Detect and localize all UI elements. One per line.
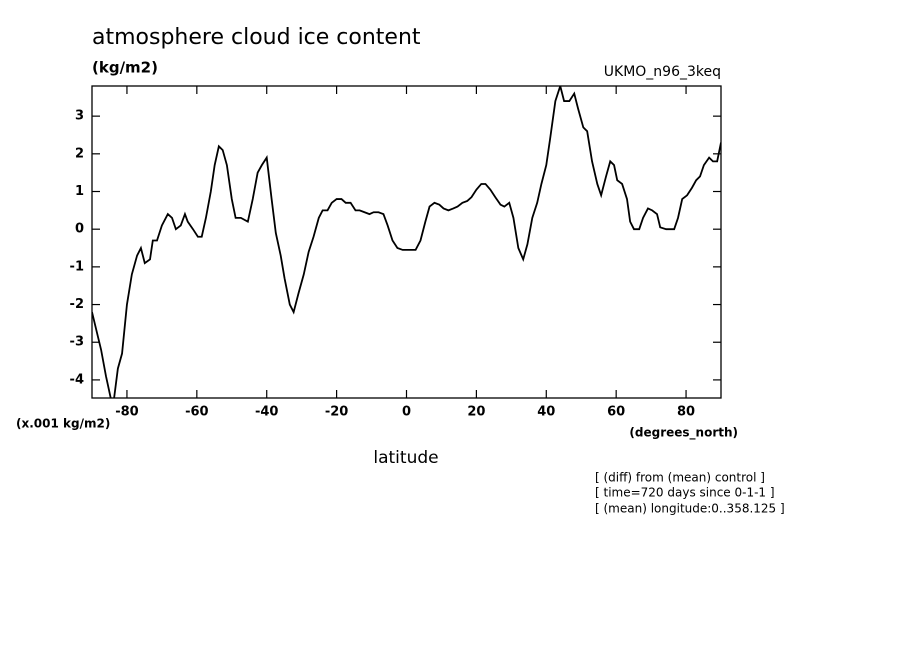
y-axis-label: (x.001 kg/m2) bbox=[16, 417, 110, 431]
units-label: (kg/m2) bbox=[92, 59, 158, 77]
y-tick-label: 3 bbox=[75, 109, 84, 124]
chart-title: atmosphere cloud ice content bbox=[92, 25, 421, 50]
y-tick-label: 2 bbox=[75, 146, 84, 161]
y-tick-label: -3 bbox=[70, 335, 84, 350]
x-tick-label: -40 bbox=[255, 405, 279, 420]
plot-frame bbox=[91, 85, 722, 399]
x-tick-label: -80 bbox=[115, 405, 139, 420]
y-tick-label: -4 bbox=[70, 372, 84, 387]
x-tick-label: 60 bbox=[607, 405, 625, 420]
y-tick-label: -2 bbox=[70, 297, 84, 312]
x-axis-label: latitude bbox=[373, 448, 438, 468]
x-units-label: (degrees_north) bbox=[629, 426, 738, 441]
x-tick-label: 0 bbox=[402, 405, 411, 420]
x-tick-label: 40 bbox=[537, 405, 555, 420]
annotation: [ (mean) longitude:0..358.125 ] bbox=[595, 502, 785, 516]
x-tick-label: 80 bbox=[677, 405, 695, 420]
x-tick-label: 20 bbox=[467, 405, 485, 420]
y-tick-label: 1 bbox=[75, 184, 84, 199]
source-label: UKMO_n96_3keq bbox=[604, 64, 721, 80]
annotation: [ (diff) from (mean) control ] bbox=[595, 471, 765, 485]
data-line bbox=[92, 86, 721, 398]
x-tick-label: -20 bbox=[325, 405, 349, 420]
annotation: [ time=720 days since 0-1-1 ] bbox=[595, 486, 775, 500]
x-tick-label: -60 bbox=[185, 405, 209, 420]
y-tick-label: -1 bbox=[70, 259, 84, 274]
y-tick-label: 0 bbox=[75, 222, 84, 237]
